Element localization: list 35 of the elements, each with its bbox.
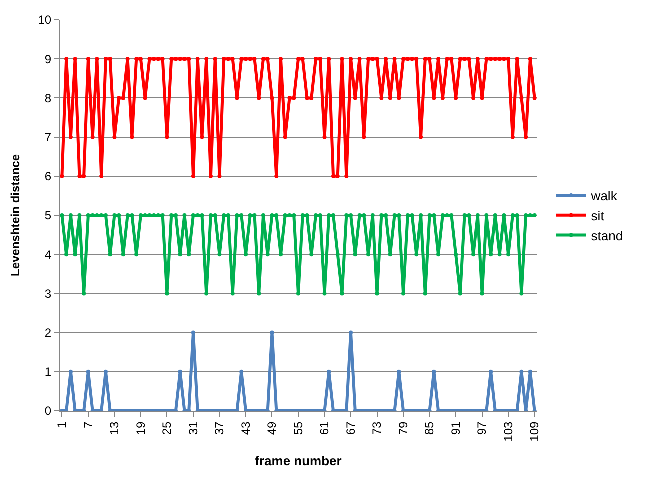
- x-tick-label: 61: [318, 421, 332, 436]
- x-tick-label: 1: [55, 421, 70, 428]
- x-tick-label: 31: [186, 421, 200, 436]
- x-tick-label: 97: [475, 421, 490, 436]
- x-tick-label: 55: [291, 421, 306, 436]
- x-tick-label: 109: [528, 421, 542, 442]
- x-tick-label: 37: [212, 421, 227, 436]
- y-tick-label: 9: [44, 52, 52, 66]
- legend-label: walk: [590, 188, 618, 204]
- y-tick-label: 0: [44, 404, 52, 418]
- y-axis-title: Levenshtein distance: [8, 154, 23, 277]
- x-tick-label: 43: [238, 421, 253, 436]
- x-tick-label: 91: [448, 421, 463, 436]
- legend-label: sit: [591, 208, 605, 224]
- x-tick-label: 79: [396, 421, 410, 436]
- x-tick-label: 49: [265, 421, 280, 436]
- y-tick-label: 6: [44, 170, 52, 184]
- y-tick-label: 4: [44, 248, 52, 262]
- x-tick-label: 73: [370, 421, 384, 436]
- x-tick-label: 7: [81, 421, 96, 428]
- x-tick-label: 103: [501, 421, 516, 442]
- x-axis-title: frame number: [255, 453, 342, 468]
- y-tick-label: 2: [44, 326, 52, 340]
- x-tick-label: 85: [422, 421, 437, 436]
- y-tick-label: 5: [44, 208, 52, 223]
- y-tick-label: 3: [44, 286, 52, 301]
- y-tick-label: 8: [44, 91, 52, 106]
- x-tick-label: 13: [108, 421, 122, 436]
- y-tick-label: 7: [44, 130, 52, 144]
- y-tick-label: 1: [44, 365, 52, 380]
- x-tick-label: 67: [344, 421, 358, 436]
- x-tick-label: 19: [134, 421, 148, 436]
- x-tick-label: 25: [160, 421, 174, 436]
- legend-label: stand: [591, 228, 624, 244]
- y-tick-label: 10: [38, 13, 52, 28]
